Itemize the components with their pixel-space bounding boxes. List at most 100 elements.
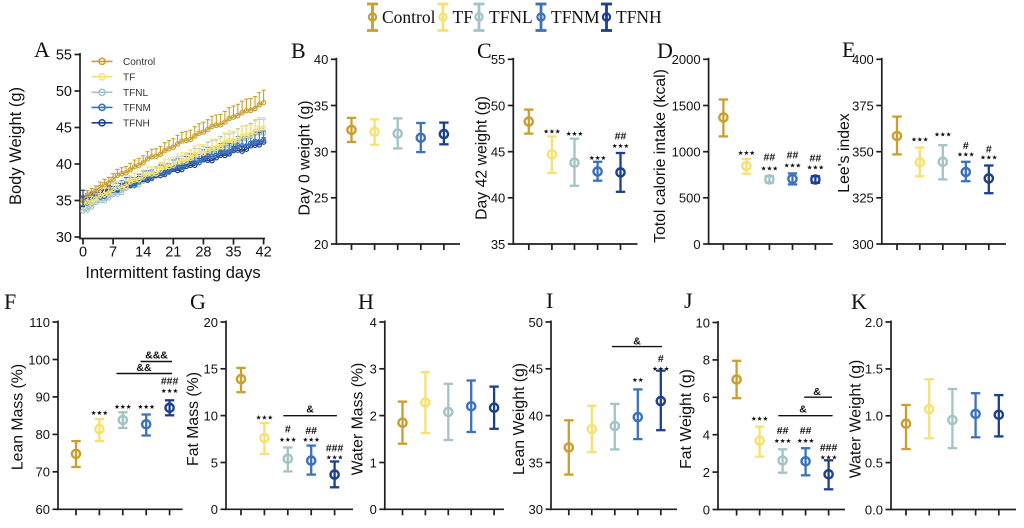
svg-text:2: 2 [703,465,710,480]
svg-text:#: # [285,423,291,435]
svg-text:500: 500 [679,191,701,206]
svg-text:##: ## [764,151,776,163]
svg-text:Lean Mass (%): Lean Mass (%) [10,364,27,470]
svg-text:0: 0 [703,502,710,517]
svg-text:##: ## [305,425,317,437]
svg-text:Fat Mass (%): Fat Mass (%) [185,372,202,466]
svg-text:325: 325 [852,191,874,206]
svg-text:TFNM: TFNM [551,7,600,27]
svg-text:375: 375 [852,98,874,113]
svg-text:0: 0 [370,502,377,517]
svg-text:###: ### [161,375,179,387]
svg-text:21: 21 [165,245,181,261]
svg-text:TFNM: TFNM [123,103,151,114]
svg-text:##: ## [800,425,812,437]
svg-text:50: 50 [491,98,505,113]
svg-text:Fat Weight (g): Fat Weight (g) [678,369,695,469]
svg-text:45: 45 [491,145,505,160]
svg-text:###: ### [326,443,344,455]
svg-text:##: ## [810,152,822,164]
svg-text:4: 4 [703,428,710,443]
svg-text:&: & [813,386,821,398]
svg-text:7: 7 [109,245,117,261]
svg-text:1000: 1000 [672,145,701,160]
svg-text:0: 0 [693,237,700,252]
svg-text:1.0: 1.0 [865,409,883,424]
svg-text:J: J [684,288,693,313]
svg-text:#: # [963,140,969,152]
svg-text:1500: 1500 [672,98,701,113]
svg-text:90: 90 [36,390,50,405]
svg-text:TFNL: TFNL [123,88,148,99]
svg-text:42: 42 [256,245,272,261]
svg-text:50: 50 [56,84,72,100]
svg-text:35: 35 [314,98,328,113]
svg-text:G: G [190,289,206,314]
svg-text:110: 110 [29,315,50,330]
svg-text:Control: Control [382,7,436,27]
svg-text:35: 35 [529,455,543,470]
svg-text:C: C [477,38,492,63]
svg-text:#: # [658,353,664,365]
svg-text:##: ## [615,130,627,142]
svg-text:350: 350 [852,145,874,160]
svg-text:#: # [986,143,992,155]
svg-text:2: 2 [370,408,377,423]
svg-text:E: E [842,37,855,62]
svg-text:20: 20 [314,237,328,252]
svg-text:10: 10 [204,408,218,423]
svg-text:15: 15 [204,362,218,377]
svg-text:100: 100 [28,352,50,367]
svg-text:30: 30 [56,230,72,246]
svg-text:TFNH: TFNH [123,119,150,130]
svg-text:##: ## [777,425,789,437]
svg-text:40: 40 [56,157,72,173]
svg-text:###: ### [820,442,838,454]
svg-text:##: ## [787,149,799,161]
svg-text:80: 80 [36,427,50,442]
svg-text:TF: TF [123,73,135,84]
svg-text:40: 40 [491,191,505,206]
svg-text:25: 25 [314,191,328,206]
svg-text:0.0: 0.0 [865,502,883,517]
svg-text:40: 40 [529,408,543,423]
svg-text:4: 4 [370,315,377,330]
svg-text:30: 30 [314,145,328,160]
svg-text:Body Weight (g): Body Weight (g) [7,87,25,205]
svg-text:35: 35 [491,237,505,252]
svg-text:0: 0 [211,502,218,517]
svg-text:Lee's index: Lee's index [836,113,853,193]
svg-text:0.5: 0.5 [865,455,883,470]
svg-text:1.5: 1.5 [865,362,883,377]
svg-text:0: 0 [79,245,87,261]
svg-text:Day 0 weight (g): Day 0 weight (g) [297,100,314,215]
svg-text:&: & [799,404,807,416]
svg-text:30: 30 [529,502,543,517]
svg-text:K: K [851,289,867,314]
svg-text:300: 300 [852,237,874,252]
svg-text:Intermittent fasting days: Intermittent fasting days [85,264,260,282]
svg-text:40: 40 [314,52,328,67]
svg-text:55: 55 [491,52,505,67]
svg-text:Water Mass (%): Water Mass (%) [350,363,367,476]
svg-text:400: 400 [852,52,874,67]
svg-text:Control: Control [123,57,155,68]
svg-text:14: 14 [135,245,151,261]
svg-text:&: & [306,404,314,416]
svg-text:55: 55 [56,48,72,64]
svg-text:45: 45 [56,121,72,137]
svg-text:6: 6 [703,390,710,405]
svg-text:2.0: 2.0 [865,315,883,330]
svg-text:35: 35 [56,194,72,210]
svg-text:H: H [358,289,374,314]
svg-text:B: B [291,38,306,63]
svg-text:&&: && [136,362,152,374]
svg-text:&: & [633,336,641,348]
svg-text:10: 10 [696,315,710,330]
svg-text:&&&: &&& [145,350,168,362]
svg-text:Lean Weight (g): Lean Weight (g) [511,363,528,475]
svg-text:8: 8 [703,353,710,368]
svg-text:Totol calorie intake (kcal): Totol calorie intake (kcal) [652,69,669,243]
svg-text:TFNH: TFNH [616,7,662,27]
svg-text:60: 60 [36,502,50,517]
